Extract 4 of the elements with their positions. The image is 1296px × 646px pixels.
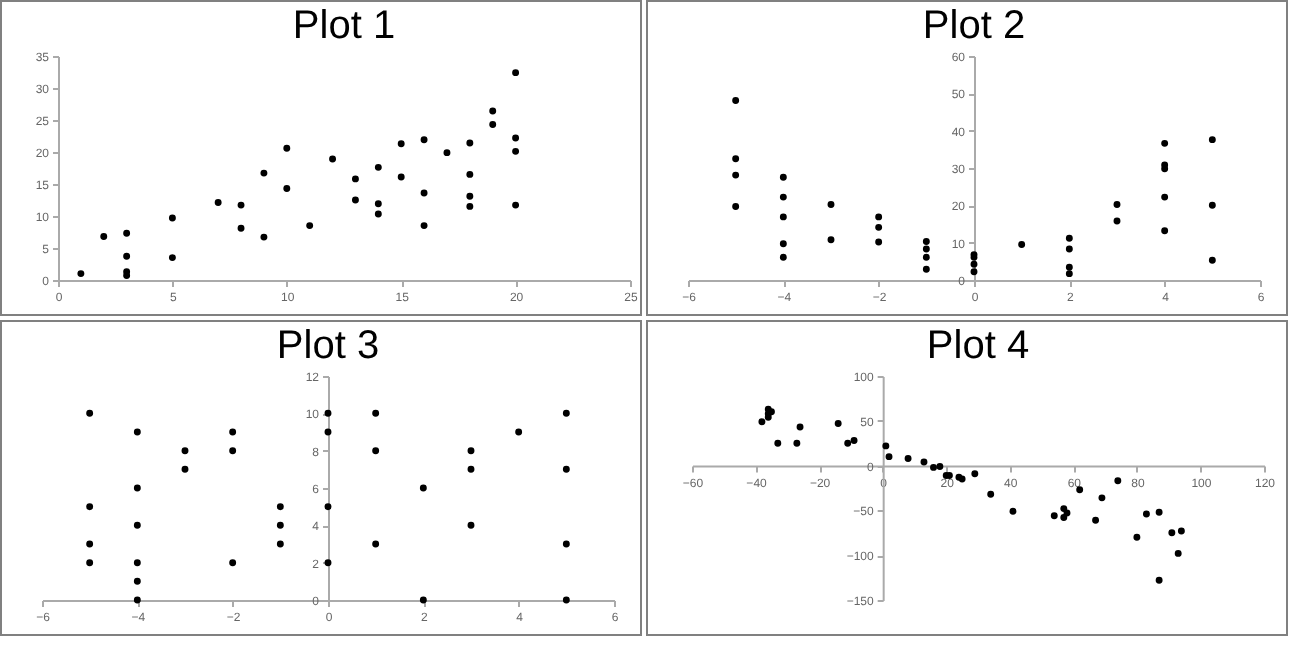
chart-title: Plot 1 [292,4,396,48]
chart-title: Plot 2 [922,4,1026,48]
chart-title: Plot 3 [276,324,380,368]
chart-title: Plot 4 [926,324,1030,368]
